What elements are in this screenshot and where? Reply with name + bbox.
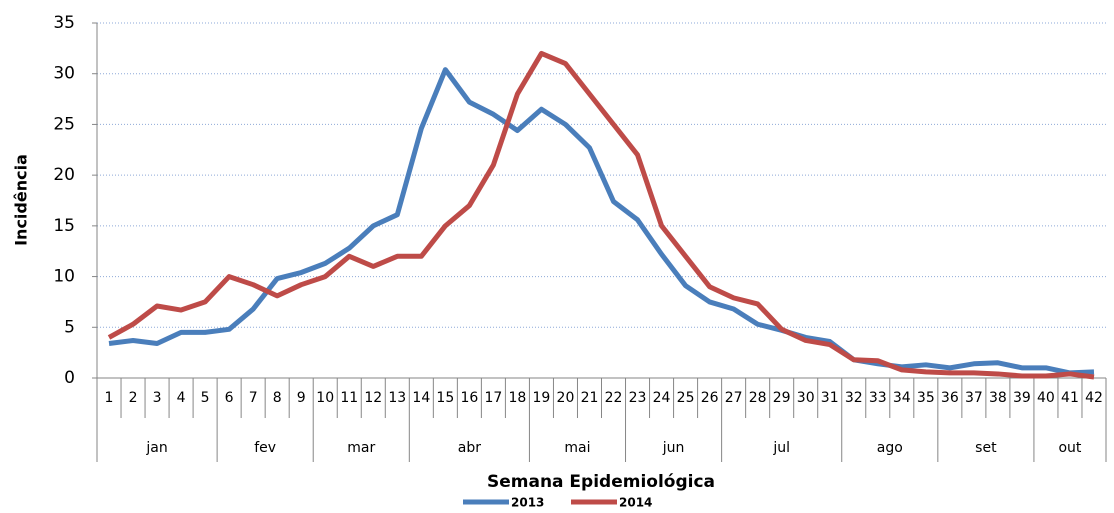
x-tick-label: 32 xyxy=(845,390,863,406)
x-tick-label: 19 xyxy=(533,390,551,406)
x-tick-label: 2 xyxy=(129,390,138,406)
x-tick-label: 23 xyxy=(629,390,647,406)
x-tick-label: 9 xyxy=(297,390,306,406)
x-tick-label: 27 xyxy=(725,390,743,406)
y-axis-title: Incidência xyxy=(12,154,31,246)
x-tick-label: 3 xyxy=(153,390,162,406)
y-tick-label: 35 xyxy=(53,13,75,33)
x-tick-label: 35 xyxy=(917,390,935,406)
legend-label: 2014 xyxy=(619,496,652,510)
x-tick-label: 18 xyxy=(509,390,527,406)
x-tick-label: 4 xyxy=(177,390,186,406)
x-tick-label: 24 xyxy=(653,390,671,406)
month-label: mai xyxy=(564,440,590,456)
x-tick-label: 34 xyxy=(893,390,911,406)
y-tick-label: 0 xyxy=(64,368,75,388)
x-tick-label: 11 xyxy=(340,390,358,406)
x-tick-label: 26 xyxy=(701,390,719,406)
x-tick-label: 30 xyxy=(797,390,815,406)
month-label: ago xyxy=(877,440,903,456)
series-line xyxy=(107,50,1095,380)
x-tick-label: 42 xyxy=(1085,390,1103,406)
x-tick-label: 25 xyxy=(677,390,695,406)
x-tick-label: 36 xyxy=(941,390,959,406)
x-axis-title: Semana Epidemiológica xyxy=(487,472,715,492)
month-label: jan xyxy=(145,440,167,456)
y-tick-label: 10 xyxy=(53,267,75,287)
x-tick-label: 28 xyxy=(749,390,767,406)
x-tick-label: 37 xyxy=(965,390,983,406)
x-tick-label: 13 xyxy=(388,390,406,406)
x-tick-label: 15 xyxy=(436,390,454,406)
x-tick-label: 21 xyxy=(581,390,599,406)
y-tick-label: 5 xyxy=(64,317,75,337)
x-tick-label: 41 xyxy=(1061,390,1079,406)
x-tick-label: 12 xyxy=(364,390,382,406)
y-tick-label: 15 xyxy=(53,216,75,236)
y-tick-label: 30 xyxy=(53,64,75,84)
month-label: mar xyxy=(347,440,375,456)
x-tick-label: 22 xyxy=(605,390,623,406)
x-tick-label: 29 xyxy=(773,390,791,406)
x-tick-label: 5 xyxy=(201,390,210,406)
y-tick-label: 25 xyxy=(53,114,75,134)
month-label: fev xyxy=(254,440,276,456)
y-tick-label: 20 xyxy=(53,165,75,185)
month-label: jul xyxy=(772,440,790,456)
legend-label: 2013 xyxy=(511,496,544,510)
month-label: out xyxy=(1058,440,1081,456)
x-tick-label: 38 xyxy=(989,390,1007,406)
month-label: jun xyxy=(662,440,685,456)
x-tick-label: 10 xyxy=(316,390,334,406)
month-label: set xyxy=(975,440,997,456)
month-label: abr xyxy=(458,440,481,456)
x-tick-label: 39 xyxy=(1013,390,1031,406)
series-line xyxy=(108,67,1095,376)
x-tick-label: 40 xyxy=(1037,390,1055,406)
x-tick-label: 6 xyxy=(225,390,234,406)
x-tick-label: 17 xyxy=(484,390,502,406)
x-tick-label: 16 xyxy=(460,390,478,406)
x-tick-label: 20 xyxy=(557,390,575,406)
x-tick-label: 14 xyxy=(412,390,430,406)
x-tick-label: 31 xyxy=(821,390,839,406)
x-tick-label: 33 xyxy=(869,390,887,406)
x-tick-label: 8 xyxy=(273,390,282,406)
x-tick-label: 1 xyxy=(105,390,114,406)
x-tick-label: 7 xyxy=(249,390,258,406)
